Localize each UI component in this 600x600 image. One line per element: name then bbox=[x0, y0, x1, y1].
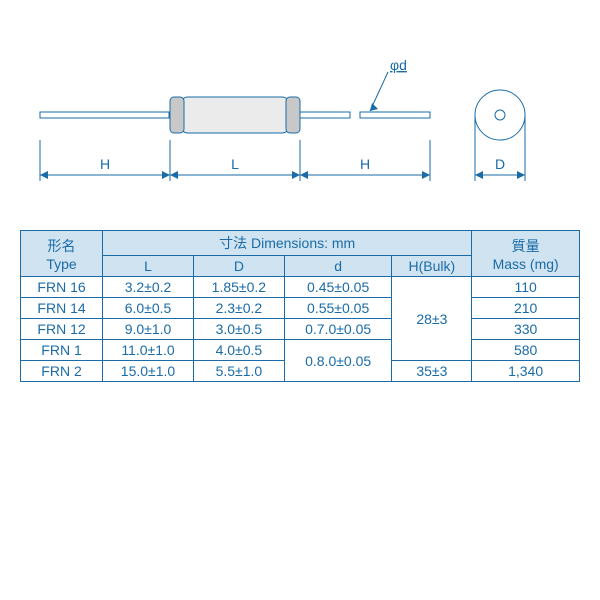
svg-text:L: L bbox=[231, 156, 239, 172]
cell-type: FRN 14 bbox=[21, 298, 103, 319]
cell-d: 0.45±0.05 bbox=[284, 277, 392, 298]
table-row: FRN 12 9.0±1.0 3.0±0.5 0.7.0±0.05 330 bbox=[21, 319, 580, 340]
header-Hbulk: H(Bulk) bbox=[392, 256, 472, 277]
cell-mass: 580 bbox=[472, 340, 580, 361]
cell-type: FRN 16 bbox=[21, 277, 103, 298]
table-row: FRN 14 6.0±0.5 2.3±0.2 0.55±0.05 210 bbox=[21, 298, 580, 319]
dimensions-table: 形名 Type 寸法 Dimensions: mm 質量 Mass (mg) L D… bbox=[20, 230, 580, 382]
cell-L: 6.0±0.5 bbox=[103, 298, 194, 319]
svg-text:D: D bbox=[495, 156, 505, 172]
cell-D: 1.85±0.2 bbox=[193, 277, 284, 298]
svg-text:H: H bbox=[360, 156, 370, 172]
header-mass-en: Mass (mg) bbox=[493, 256, 559, 272]
cell-Hbulk: 35±3 bbox=[392, 361, 472, 382]
cell-type: FRN 1 bbox=[21, 340, 103, 361]
header-type-jp: 形名 bbox=[48, 238, 76, 254]
cell-mass: 1,340 bbox=[472, 361, 580, 382]
cell-L: 9.0±1.0 bbox=[103, 319, 194, 340]
cell-d-merged: 0.8.0±0.05 bbox=[284, 340, 392, 382]
cell-mass: 330 bbox=[472, 319, 580, 340]
svg-text:H: H bbox=[100, 156, 110, 172]
cell-type: FRN 2 bbox=[21, 361, 103, 382]
table-row: FRN 1 11.0±1.0 4.0±0.5 0.8.0±0.05 580 bbox=[21, 340, 580, 361]
header-d: d bbox=[284, 256, 392, 277]
cell-Hbulk-merged: 28±3 bbox=[392, 277, 472, 361]
cell-D: 5.5±1.0 bbox=[193, 361, 284, 382]
header-dims: 寸法 Dimensions: mm bbox=[103, 231, 472, 256]
cell-D: 2.3±0.2 bbox=[193, 298, 284, 319]
cell-d: 0.7.0±0.05 bbox=[284, 319, 392, 340]
cell-D: 4.0±0.5 bbox=[193, 340, 284, 361]
table-row: FRN 16 3.2±0.2 1.85±0.2 0.45±0.05 28±3 1… bbox=[21, 277, 580, 298]
header-mass-jp: 質量 bbox=[512, 238, 540, 254]
cell-L: 3.2±0.2 bbox=[103, 277, 194, 298]
cell-type: FRN 12 bbox=[21, 319, 103, 340]
cell-mass: 210 bbox=[472, 298, 580, 319]
header-L: L bbox=[103, 256, 194, 277]
cell-D: 3.0±0.5 bbox=[193, 319, 284, 340]
component-diagram: H L H Dφd bbox=[20, 20, 580, 220]
cell-d: 0.55±0.05 bbox=[284, 298, 392, 319]
cell-L: 11.0±1.0 bbox=[103, 340, 194, 361]
cell-L: 15.0±1.0 bbox=[103, 361, 194, 382]
svg-text:φd: φd bbox=[390, 57, 407, 73]
cell-mass: 110 bbox=[472, 277, 580, 298]
header-D: D bbox=[193, 256, 284, 277]
header-type-en: Type bbox=[46, 256, 76, 272]
